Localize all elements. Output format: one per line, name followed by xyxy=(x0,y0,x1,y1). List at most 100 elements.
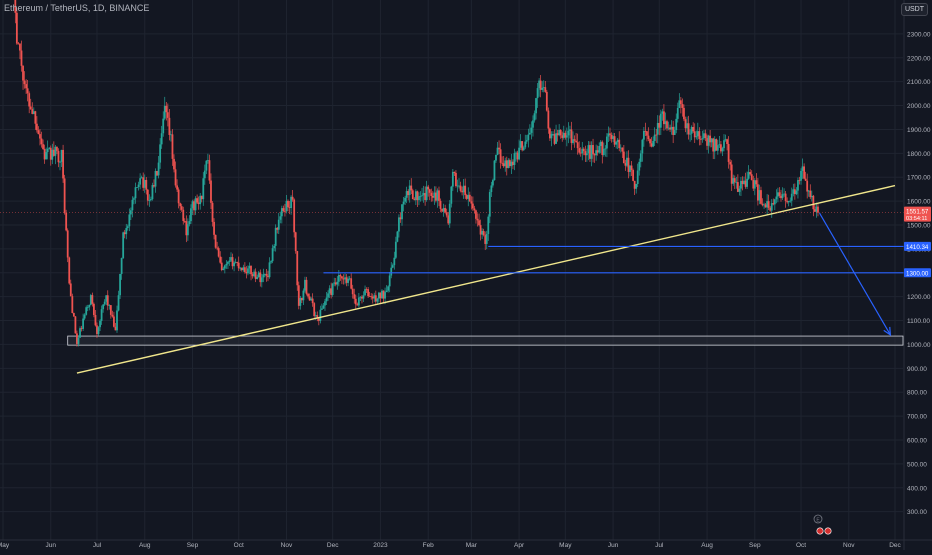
candle-down xyxy=(658,122,661,128)
candle-up xyxy=(716,145,719,151)
candle-up xyxy=(170,134,172,136)
candle-up xyxy=(604,148,607,150)
candle-up xyxy=(641,139,644,154)
candle-down xyxy=(297,285,300,306)
candle-up xyxy=(51,149,54,160)
candle-up xyxy=(233,262,235,267)
candle-up xyxy=(223,265,226,269)
candle-down xyxy=(142,177,145,188)
candle-up xyxy=(105,295,108,302)
candle-up xyxy=(337,275,340,282)
candle-up xyxy=(60,149,63,162)
candle-up xyxy=(536,88,539,99)
candle-down xyxy=(709,135,712,143)
candle-down xyxy=(812,195,815,210)
candle-down xyxy=(750,174,753,180)
candle-down xyxy=(729,161,732,165)
candle-up xyxy=(333,282,336,284)
time-axis-label: 2023 xyxy=(373,542,388,549)
candle-down xyxy=(371,296,374,299)
candle-up xyxy=(701,138,704,140)
candle-down xyxy=(704,133,707,139)
candle-down xyxy=(350,278,353,289)
drawing-layer xyxy=(67,335,904,346)
candle-down xyxy=(744,180,747,187)
candle-up xyxy=(721,148,724,152)
candle-down xyxy=(20,50,23,66)
candle-up xyxy=(451,171,454,187)
price-axis-label: 1500.00 xyxy=(907,222,931,229)
candle-down xyxy=(370,296,373,298)
candle-up xyxy=(590,145,593,159)
candle-up xyxy=(206,160,209,162)
candle-down xyxy=(512,161,514,165)
candle-up xyxy=(676,107,679,119)
candle-up xyxy=(364,289,366,296)
candle-up xyxy=(85,307,88,315)
candle-up xyxy=(581,148,584,154)
candle-up xyxy=(735,182,738,183)
candle-up xyxy=(488,192,491,217)
candle-up xyxy=(703,133,705,139)
candle-down xyxy=(649,139,651,144)
candle-down xyxy=(111,314,114,317)
candle-up xyxy=(122,232,125,259)
candle-up xyxy=(777,192,779,197)
candle-up xyxy=(615,142,618,145)
candle-down xyxy=(15,12,18,44)
candle-up xyxy=(160,133,163,145)
candle-up xyxy=(513,153,516,165)
candle-down xyxy=(545,91,548,111)
candle-down xyxy=(464,185,467,196)
candle-down xyxy=(556,133,559,136)
event-marker-icon[interactable] xyxy=(813,514,823,524)
candle-down xyxy=(784,193,787,201)
time-axis-label: May xyxy=(0,542,10,549)
candle-down xyxy=(726,139,728,144)
candle-up xyxy=(405,191,408,198)
candle-up xyxy=(510,161,513,167)
candle-down xyxy=(793,189,796,195)
candle-down xyxy=(561,135,564,138)
candle-up xyxy=(542,87,545,89)
candle-down xyxy=(330,288,333,295)
candle-down xyxy=(35,123,38,131)
candle-up xyxy=(792,189,795,194)
candle-up xyxy=(781,194,784,199)
candle-up xyxy=(86,307,89,309)
candle-down xyxy=(65,212,68,231)
candle-down xyxy=(231,257,234,267)
candle-down xyxy=(473,208,476,211)
time-axis-label: Feb xyxy=(423,542,435,549)
us-flag-icon[interactable] xyxy=(816,527,824,535)
candle-up xyxy=(800,170,802,181)
candle-up xyxy=(565,135,568,138)
currency-badge[interactable]: USDT xyxy=(900,3,928,16)
symbol-title[interactable]: Ethereum / TetherUS, 1D, BINANCE xyxy=(4,3,150,13)
candle-up xyxy=(83,314,86,319)
candle-down xyxy=(176,185,178,190)
candle-up xyxy=(234,262,237,263)
candle-up xyxy=(391,265,394,268)
candle-up xyxy=(99,320,101,328)
candle-up xyxy=(789,200,792,202)
us-flag-icon[interactable] xyxy=(824,527,832,535)
candle-down xyxy=(813,209,816,212)
candle-up xyxy=(230,257,232,261)
candle-down xyxy=(468,194,471,202)
candle-down xyxy=(428,189,431,193)
candle-up xyxy=(572,139,574,143)
candle-down xyxy=(182,209,185,221)
candle-up xyxy=(425,186,428,201)
candle-down xyxy=(444,208,447,213)
candle-down xyxy=(499,149,502,163)
candle-down xyxy=(114,326,117,331)
candle-down xyxy=(22,65,24,81)
candle-down xyxy=(613,136,616,145)
level-price-tag xyxy=(904,268,931,278)
candle-down xyxy=(720,144,722,152)
candle-up xyxy=(602,148,605,155)
support-zone-box xyxy=(67,335,904,346)
